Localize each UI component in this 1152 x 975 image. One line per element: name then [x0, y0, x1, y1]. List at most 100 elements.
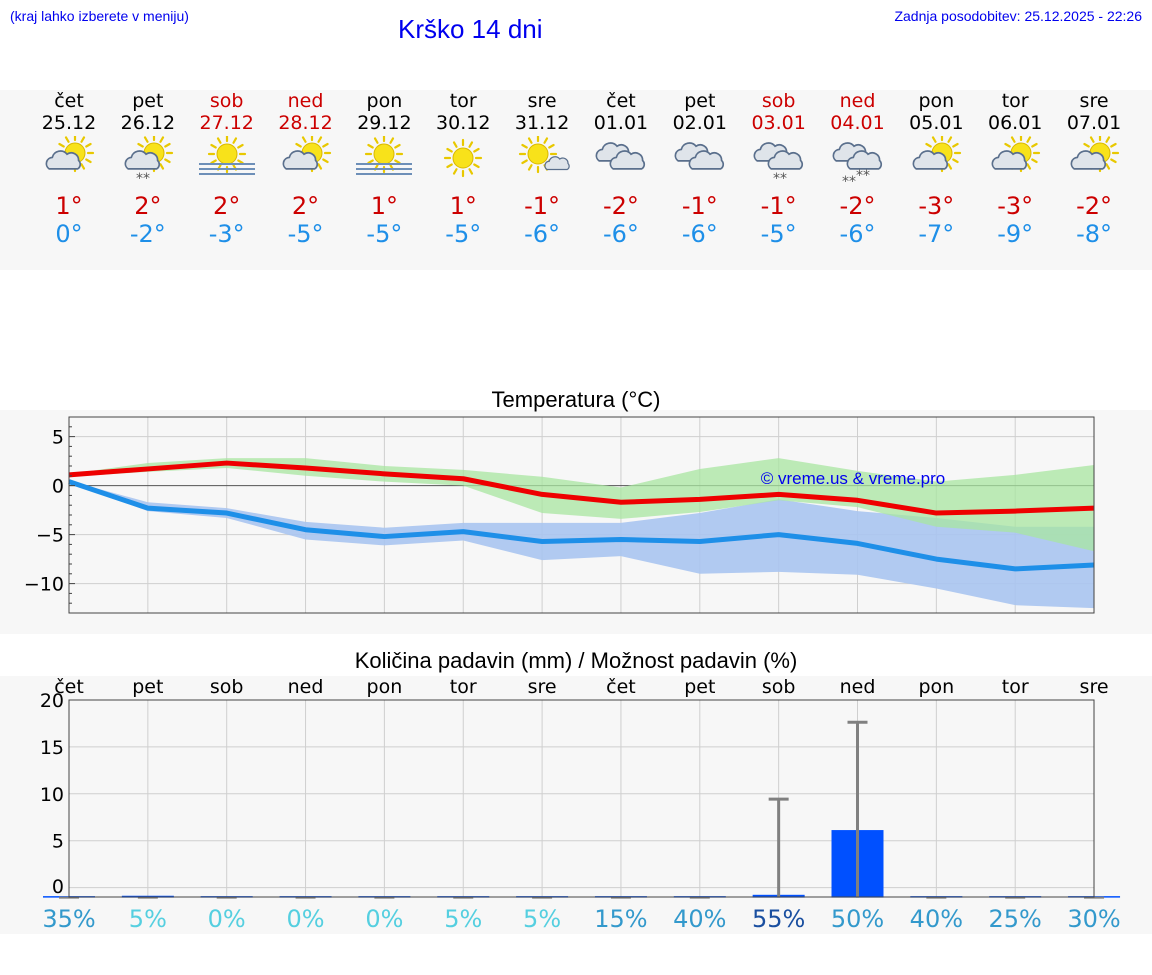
day-date: 30.12	[436, 112, 491, 134]
y-tick-label: 20	[40, 690, 64, 712]
forecast-strip	[0, 90, 1152, 270]
x-tick-label: pet	[132, 676, 163, 698]
min-temperature: -5°	[445, 220, 482, 248]
svg-text:**: **	[773, 171, 787, 187]
precipitation-chart-title: Količina padavin (mm) / Možnost padavin …	[354, 648, 798, 673]
x-tick-label: sob	[210, 676, 244, 698]
cloudy-icon	[674, 142, 724, 170]
sun-icon	[444, 138, 483, 178]
day-name: pon	[918, 90, 955, 112]
x-tick-label: čet	[606, 676, 636, 698]
min-temperature-line	[68, 479, 1095, 572]
y-tick-label: 15	[40, 737, 64, 759]
day-name: pet	[132, 90, 164, 112]
max-temperature: 1°	[370, 192, 399, 220]
precip-probability: 25%	[989, 905, 1042, 933]
y-tick-label: 0	[52, 476, 64, 498]
cloudy-snow-icon: ****	[832, 142, 882, 188]
partly-cloudy-icon	[912, 136, 962, 173]
x-tick-label: pet	[684, 676, 715, 698]
day-date: 28.12	[278, 112, 333, 134]
day-column: ned 04.01 ** ** -2° -6°	[818, 90, 898, 248]
partly-cloudy-icon	[991, 136, 1041, 173]
x-tick-label: ned	[288, 676, 324, 698]
sun-fog-icon	[356, 136, 413, 175]
precip-probability: 30%	[1067, 905, 1120, 933]
day-date: 31.12	[514, 112, 570, 134]
day-column: pon 29.12 1° -5°	[344, 90, 424, 248]
x-tick-label: ned	[840, 676, 876, 698]
plot-area	[69, 700, 1094, 897]
svg-text:**: **	[856, 168, 870, 184]
day-column: čet 25.12 1° 0°	[29, 90, 109, 248]
plot-frame	[68, 699, 1095, 898]
y-tick-label: −10	[24, 574, 64, 596]
max-temperature: -2°	[1076, 192, 1113, 220]
precip-probability: 35%	[42, 905, 95, 933]
day-column: čet 01.01 -2° -6°	[581, 90, 661, 248]
day-date: 02.01	[672, 112, 727, 134]
min-temperature: -6°	[602, 220, 639, 248]
max-temperature: 2°	[291, 192, 320, 220]
cloudy-icon	[595, 142, 645, 170]
day-column: tor 30.12 1° -5°	[423, 90, 503, 248]
precip-probability: 15%	[594, 905, 647, 933]
day-date: 03.01	[751, 112, 806, 134]
page-title: Krško 14 dni	[398, 14, 543, 44]
day-name: sre	[527, 90, 557, 112]
day-column: sob 03.01 ** -1° -5°	[739, 90, 819, 248]
precip-probability: 0%	[365, 905, 403, 933]
max-temperature: -1°	[681, 192, 718, 220]
min-temperature: -6°	[524, 220, 561, 248]
precip-probability: 5%	[523, 905, 561, 933]
precip-probability: 5%	[444, 905, 482, 933]
max-temperature: 1°	[449, 192, 477, 220]
min-temperature: -6°	[839, 220, 876, 248]
partly-cloudy-icon	[282, 136, 331, 173]
y-tick-label: 5	[52, 831, 64, 853]
day-column: tor 06.01 -3° -9°	[975, 90, 1055, 248]
partly-cloudy-icon	[45, 136, 95, 173]
x-tick-label: tor	[450, 676, 477, 698]
watermark-text: © vreme.us & vreme.pro	[761, 469, 945, 488]
min-spread-band	[69, 480, 1095, 609]
day-date: 05.01	[909, 112, 964, 134]
partly-cloudy-light-snow-icon: **	[124, 136, 173, 187]
y-tick-label: −5	[36, 525, 64, 547]
y-tick-label: 5	[52, 427, 64, 449]
max-temperature: -2°	[839, 192, 876, 220]
y-tick-label: 10	[40, 784, 64, 806]
day-column: pon 05.01 -3° -7°	[896, 90, 976, 248]
day-column: pet 02.01 -1° -6°	[660, 90, 740, 248]
day-name: ned	[287, 90, 324, 112]
day-name: tor	[1001, 90, 1029, 112]
sun-fog-icon	[198, 136, 255, 175]
location-menu-hint[interactable]: (kraj lahko izberete v meniju)	[10, 8, 189, 24]
day-date: 25.12	[41, 112, 97, 134]
min-temperature: -7°	[918, 220, 955, 248]
min-temperature: -5°	[287, 220, 324, 248]
day-name: čet	[54, 90, 84, 112]
precip-probability: 0%	[208, 905, 246, 933]
x-tick-label: tor	[1002, 676, 1029, 698]
day-name: tor	[449, 90, 477, 112]
precip-probability: 5%	[129, 905, 167, 933]
sun-small-cloud-icon	[518, 136, 570, 174]
day-date: 01.01	[593, 112, 649, 134]
day-name: pon	[366, 90, 403, 112]
temperature-chart-title: Temperatura (°C)	[491, 387, 661, 412]
x-tick-label: pon	[367, 676, 403, 698]
min-temperature: -5°	[366, 220, 403, 248]
max-temperature: -3°	[997, 192, 1034, 220]
day-name: čet	[606, 90, 636, 112]
x-tick-label: čet	[54, 676, 84, 698]
precip-probability: 0%	[287, 905, 325, 933]
x-tick-label: sob	[762, 676, 796, 698]
max-temperature: -1°	[760, 192, 797, 220]
max-temperature-line	[68, 460, 1095, 516]
min-temperature: -5°	[760, 220, 797, 248]
min-temperature: -3°	[208, 220, 245, 248]
precip-probability: 55%	[752, 905, 805, 933]
max-temperature: 1°	[55, 192, 83, 220]
day-column: pet 26.12 ** 2° -2°	[108, 90, 188, 248]
